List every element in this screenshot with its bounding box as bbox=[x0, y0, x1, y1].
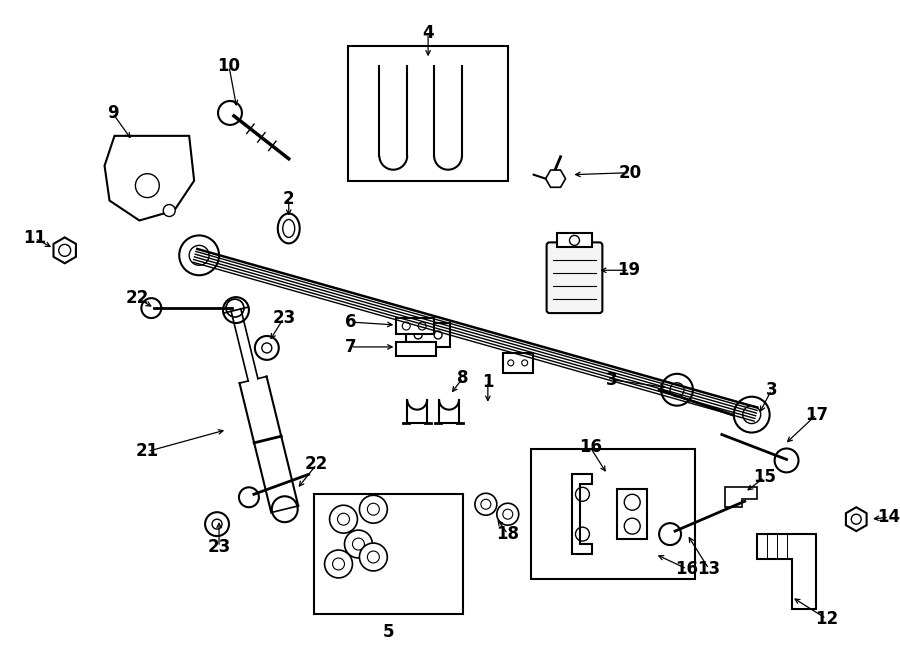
Text: 6: 6 bbox=[345, 313, 356, 331]
Text: 3: 3 bbox=[606, 371, 617, 389]
Text: 15: 15 bbox=[753, 469, 776, 486]
Bar bbox=[396, 342, 436, 356]
Text: 22: 22 bbox=[126, 289, 149, 307]
Text: 11: 11 bbox=[23, 229, 46, 247]
Text: 21: 21 bbox=[136, 442, 159, 461]
Text: 7: 7 bbox=[345, 338, 356, 356]
Circle shape bbox=[205, 512, 229, 536]
FancyBboxPatch shape bbox=[546, 243, 602, 313]
Bar bbox=[503, 353, 533, 373]
Circle shape bbox=[163, 204, 176, 217]
Bar bbox=[531, 449, 695, 579]
Text: 16: 16 bbox=[676, 560, 698, 578]
Circle shape bbox=[359, 543, 387, 571]
Circle shape bbox=[226, 299, 244, 317]
Bar bbox=[313, 494, 463, 614]
Circle shape bbox=[659, 523, 681, 545]
Text: 1: 1 bbox=[482, 373, 493, 391]
Bar bbox=[348, 46, 508, 180]
Circle shape bbox=[239, 487, 259, 507]
Text: 22: 22 bbox=[305, 455, 328, 473]
Text: 16: 16 bbox=[579, 438, 602, 457]
Circle shape bbox=[662, 374, 693, 406]
Circle shape bbox=[325, 550, 353, 578]
Polygon shape bbox=[53, 237, 76, 263]
Circle shape bbox=[775, 448, 798, 473]
Text: 2: 2 bbox=[283, 190, 294, 208]
Circle shape bbox=[135, 174, 159, 198]
Polygon shape bbox=[724, 487, 757, 507]
Circle shape bbox=[475, 493, 497, 515]
Bar bbox=[406, 323, 450, 347]
Polygon shape bbox=[572, 475, 592, 554]
Text: 5: 5 bbox=[382, 623, 394, 641]
Text: 18: 18 bbox=[496, 525, 519, 543]
Text: 9: 9 bbox=[107, 104, 118, 122]
Text: 23: 23 bbox=[207, 538, 230, 556]
Circle shape bbox=[329, 505, 357, 533]
Text: 8: 8 bbox=[457, 369, 469, 387]
Text: 3: 3 bbox=[766, 381, 778, 399]
Text: 10: 10 bbox=[218, 57, 240, 75]
Text: 12: 12 bbox=[814, 609, 838, 628]
Text: 13: 13 bbox=[698, 560, 721, 578]
Ellipse shape bbox=[278, 214, 300, 243]
Text: 19: 19 bbox=[617, 261, 641, 279]
Circle shape bbox=[255, 336, 279, 360]
Polygon shape bbox=[617, 489, 647, 539]
Circle shape bbox=[497, 503, 518, 525]
Circle shape bbox=[141, 298, 161, 318]
Circle shape bbox=[359, 495, 387, 523]
Text: 17: 17 bbox=[805, 406, 828, 424]
Text: 23: 23 bbox=[272, 309, 295, 327]
Polygon shape bbox=[757, 534, 816, 609]
Text: 20: 20 bbox=[618, 164, 642, 182]
Text: 14: 14 bbox=[878, 508, 900, 526]
Circle shape bbox=[218, 101, 242, 125]
Bar bbox=[396, 318, 434, 334]
Polygon shape bbox=[846, 507, 867, 531]
Polygon shape bbox=[545, 170, 565, 187]
Text: 4: 4 bbox=[422, 24, 434, 42]
Polygon shape bbox=[104, 136, 194, 221]
Bar bbox=[556, 233, 592, 247]
Circle shape bbox=[345, 530, 373, 558]
